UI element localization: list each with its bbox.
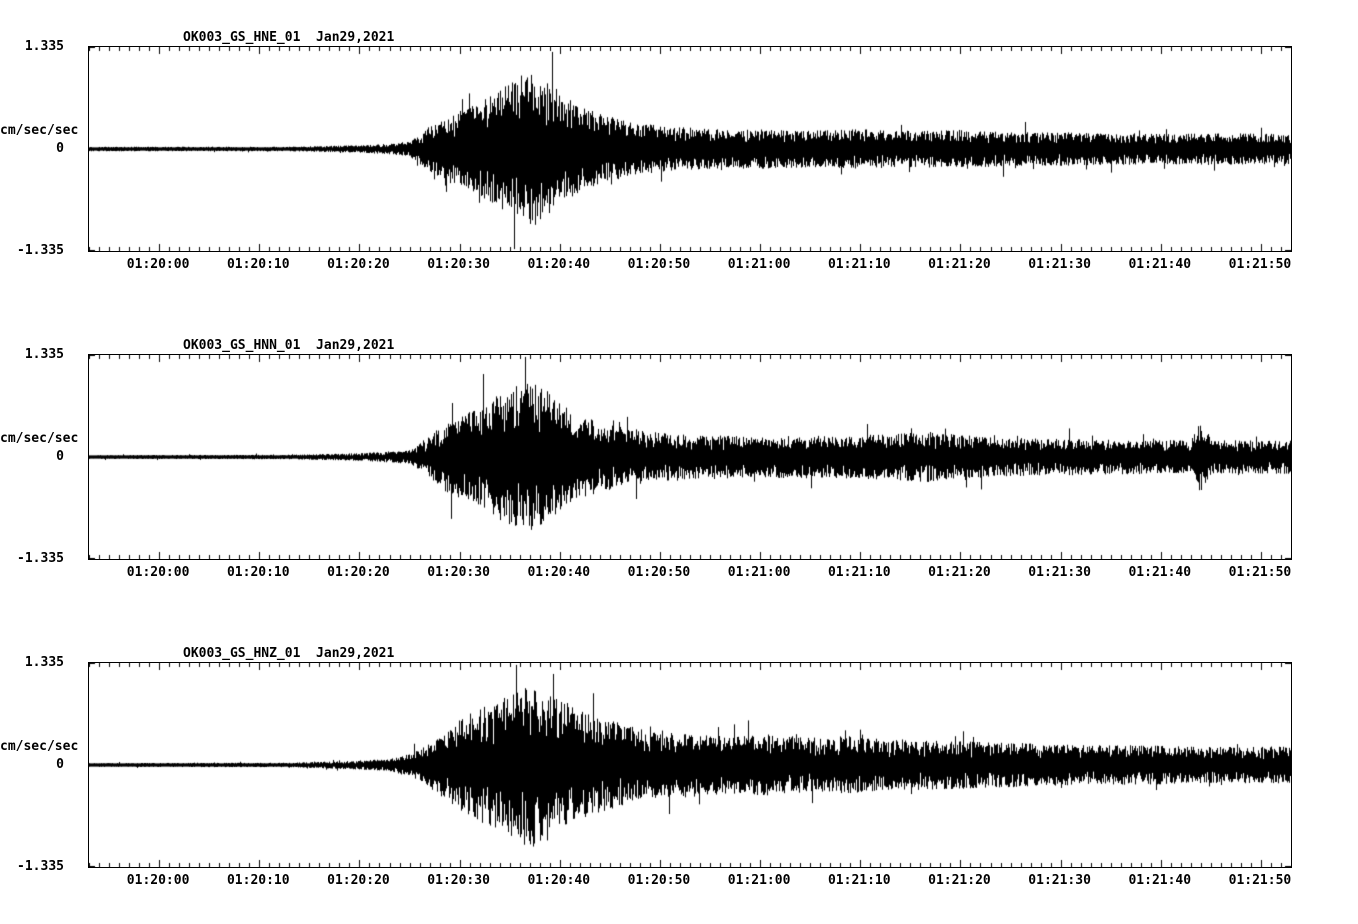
panel-hne: OK003_GS_HNE_01 Jan29,2021 1.335 cm/sec/… — [0, 0, 1358, 308]
x-tick-label: 01:21:20 — [928, 873, 991, 888]
waveform-canvas-hne — [89, 47, 1291, 251]
x-tick-label: 01:21:20 — [928, 257, 991, 272]
x-tick-label: 01:20:00 — [126, 565, 190, 580]
y-axis-unit-label: cm/sec/sec — [0, 431, 79, 446]
x-tick-label: 01:21:20 — [928, 565, 991, 580]
y-tick-label-zero: 0 — [56, 141, 64, 156]
x-tick-label: 01:20:10 — [226, 873, 290, 888]
x-tick-label: 01:20:20 — [327, 565, 390, 580]
x-axis-tick-labels: 01:20:00 01:20:10 01:20:20 01:20:30 01:20:40… — [88, 257, 1292, 274]
waveform-canvas-hnn — [89, 355, 1291, 559]
x-tick-label: 01:20:20 — [327, 257, 390, 272]
x-tick-label: 01:21:50 — [1228, 565, 1292, 580]
x-axis-tick-labels: 01:20:00 01:20:10 01:20:20 01:20:30 01:20:40… — [88, 565, 1292, 582]
y-tick-label-zero: 0 — [56, 449, 64, 464]
x-tick-label: 01:20:40 — [527, 565, 591, 580]
x-axis-tick-labels: 01:20:00 01:20:10 01:20:20 01:20:30 01:20:40… — [88, 873, 1292, 890]
x-tick-label: 01:21:00 — [727, 565, 791, 580]
plot-area-hnn — [88, 354, 1292, 560]
x-tick-label: 01:21:00 — [727, 873, 791, 888]
x-tick-label: 01:20:30 — [427, 873, 490, 888]
x-tick-label: 01:20:10 — [226, 257, 290, 272]
x-tick-label: 01:21:10 — [827, 873, 891, 888]
x-tick-label: 01:20:00 — [126, 257, 190, 272]
y-tick-label-top: 1.335 — [24, 655, 64, 670]
x-tick-label: 01:21:50 — [1228, 873, 1292, 888]
x-tick-label: 01:20:40 — [527, 257, 591, 272]
x-tick-label: 01:20:50 — [627, 257, 691, 272]
panel-hnn: OK003_GS_HNN_01 Jan29,2021 1.335 cm/sec/… — [0, 308, 1358, 616]
y-axis-unit-label: cm/sec/sec — [0, 123, 79, 138]
x-tick-label: 01:20:00 — [126, 873, 190, 888]
x-tick-label: 01:20:40 — [527, 873, 591, 888]
y-tick-label-bottom: -1.335 — [17, 859, 64, 874]
y-tick-label-top: 1.335 — [24, 347, 64, 362]
x-tick-label: 01:21:10 — [827, 565, 891, 580]
trace-title: OK003_GS_HNN_01 Jan29,2021 — [183, 338, 395, 353]
panel-hnz: OK003_GS_HNZ_01 Jan29,2021 1.335 cm/sec/… — [0, 616, 1358, 924]
x-tick-label: 01:21:00 — [727, 257, 791, 272]
x-tick-label: 01:21:50 — [1228, 257, 1292, 272]
plot-area-hnz — [88, 662, 1292, 868]
x-tick-label: 01:21:30 — [1028, 565, 1091, 580]
trace-title: OK003_GS_HNE_01 Jan29,2021 — [183, 30, 395, 45]
x-tick-label: 01:20:10 — [226, 565, 290, 580]
x-tick-label: 01:21:10 — [827, 257, 891, 272]
x-tick-label: 01:20:30 — [427, 257, 490, 272]
y-axis-unit-label: cm/sec/sec — [0, 739, 79, 754]
x-tick-label: 01:21:40 — [1128, 873, 1192, 888]
x-tick-label: 01:21:40 — [1128, 257, 1192, 272]
y-tick-label-top: 1.335 — [24, 39, 64, 54]
x-tick-label: 01:21:30 — [1028, 873, 1091, 888]
x-tick-label: 01:20:50 — [627, 873, 691, 888]
waveform-canvas-hnz — [89, 663, 1291, 867]
x-tick-label: 01:21:30 — [1028, 257, 1091, 272]
x-tick-label: 01:21:40 — [1128, 565, 1192, 580]
y-tick-label-bottom: -1.335 — [17, 243, 64, 258]
y-tick-label-zero: 0 — [56, 757, 64, 772]
x-tick-label: 01:20:20 — [327, 873, 390, 888]
x-tick-label: 01:20:30 — [427, 565, 490, 580]
x-tick-label: 01:20:50 — [627, 565, 691, 580]
y-tick-label-bottom: -1.335 — [17, 551, 64, 566]
trace-title: OK003_GS_HNZ_01 Jan29,2021 — [183, 646, 395, 661]
plot-area-hne — [88, 46, 1292, 252]
